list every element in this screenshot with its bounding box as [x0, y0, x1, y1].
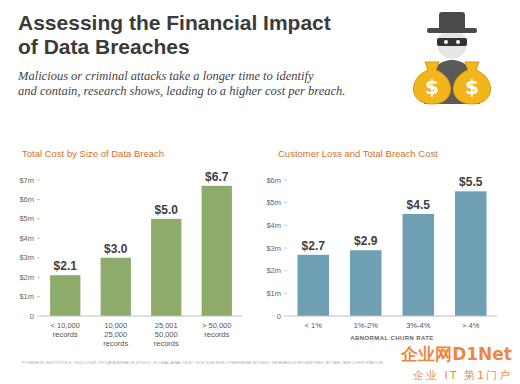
y-tick: [37, 218, 40, 219]
icon-mask: [437, 38, 467, 46]
data-label: $5.0: [155, 203, 179, 217]
y-tick: [284, 202, 287, 203]
bar: [455, 191, 487, 316]
text-line: > 50,000: [202, 321, 231, 330]
icon-dollar: $: [465, 75, 479, 99]
data-label: $2.9: [354, 234, 378, 248]
y-tick-label: $5m: [266, 198, 281, 207]
y-tick: [284, 248, 287, 249]
infographic: Assessing the Financial Impactof Data Br…: [0, 0, 520, 384]
y-tick-label: $7m: [19, 176, 34, 185]
y-tick-label: $4m: [266, 221, 281, 230]
y-tick: [284, 180, 287, 181]
y-tick: [284, 293, 287, 294]
bar: [101, 258, 131, 316]
data-label: $2.7: [302, 239, 326, 253]
y-tick: [37, 257, 40, 258]
bar: [298, 255, 330, 316]
icon-eye: [456, 40, 460, 44]
chart: Customer Loss and Total Breach Cost 0 $1m $…: [266, 148, 497, 341]
y-tick-label: $1m: [19, 292, 34, 301]
text-line: 10,000: [104, 321, 127, 330]
bar: [350, 250, 382, 316]
icon-head: [437, 29, 467, 59]
y-tick-label: $1m: [266, 289, 281, 298]
y-tick-label: $4m: [19, 234, 34, 243]
category-label: 10,00025,000records: [103, 321, 128, 348]
y-tick: [37, 180, 40, 181]
data-label: $5.5: [459, 175, 483, 189]
chart-title: Customer Loss and Total Breach Cost: [278, 148, 438, 159]
bar: [50, 275, 80, 316]
bar: [202, 186, 232, 316]
text-line: 25,001: [155, 321, 178, 330]
background: [0, 0, 520, 384]
burglar-icon: $$: [413, 12, 490, 104]
data-label: $2.1: [54, 259, 78, 273]
chart: Total Cost by Size of Data Breach 0 $1m $2m…: [19, 148, 242, 348]
y-tick: [284, 316, 287, 317]
icon-money-bag: [413, 62, 450, 104]
y-tick-label: 0: [30, 312, 34, 321]
category-label: < 10,000records: [51, 321, 80, 339]
y-tick: [284, 225, 287, 226]
text-line: records: [103, 339, 128, 348]
icon-eye: [444, 40, 448, 44]
bar: [151, 219, 181, 316]
text-line: of Data Breaches: [18, 35, 190, 58]
x-axis: [287, 316, 497, 317]
text-line: 50,000: [155, 330, 178, 339]
text-line: records: [53, 330, 78, 339]
watermark-tagline: 企业 IT 第1门户: [413, 369, 512, 382]
y-tick-label: $2m: [19, 273, 34, 282]
y-tick-label: $2m: [266, 266, 281, 275]
text-line: 25,000: [104, 330, 127, 339]
text-line: and contain, research shows, leading to …: [18, 84, 345, 98]
category-label: 25,00150,000records: [154, 321, 179, 348]
icon-hat-brim: [427, 28, 477, 33]
x-axis-label: ABNORMAL CHURN RATE: [350, 335, 433, 341]
y-tick: [284, 270, 287, 271]
subtitle: Malicious or criminal attacks take a lon…: [17, 69, 345, 98]
y-tick-label: $6m: [19, 195, 34, 204]
bars: [298, 191, 487, 316]
y-tick-label: $6m: [266, 176, 281, 185]
x-axis: [40, 316, 242, 317]
text-line: 3%-4%: [406, 321, 431, 330]
icon-dollar: $: [425, 75, 439, 99]
text-line: < 1%: [305, 321, 323, 330]
y-tick: [37, 277, 40, 278]
watermark-logo: 企业网D1Net: [400, 344, 512, 364]
text-line: 1%-2%: [354, 321, 379, 330]
category-label: > 4%: [462, 321, 480, 330]
icon-money-bag: [453, 62, 490, 104]
y-tick-label: 0: [277, 312, 281, 321]
chart-title: Total Cost by Size of Data Breach: [22, 148, 164, 159]
source-note: PONEMON INSTITUTE'S "2016 COST OF DATA B…: [22, 360, 383, 365]
category-label: 3%-4%: [406, 321, 431, 330]
main-title: Assessing the Financial Impactof Data Br…: [18, 11, 331, 58]
watermark: 企业网D1Net 企业 IT 第1门户: [400, 344, 512, 382]
y-tick: [37, 199, 40, 200]
category-label: 1%-2%: [354, 321, 379, 330]
text-line: Assessing the Financial Impact: [18, 11, 331, 34]
y-tick-label: $3m: [266, 244, 281, 253]
y-tick-label: $3m: [19, 253, 34, 262]
y-tick-label: $5m: [19, 214, 34, 223]
data-label: $6.7: [205, 170, 229, 184]
category-label: < 1%: [305, 321, 323, 330]
text-line: Malicious or criminal attacks take a lon…: [17, 69, 314, 83]
data-label: $3.0: [104, 242, 128, 256]
text-line: records: [204, 330, 229, 339]
data-label: $4.5: [407, 198, 431, 212]
bar: [403, 214, 435, 316]
bars: [50, 186, 232, 316]
y-tick: [37, 296, 40, 297]
text-line: < 10,000: [51, 321, 80, 330]
text-line: > 4%: [462, 321, 480, 330]
text-line: records: [154, 339, 179, 348]
y-tick: [37, 316, 40, 317]
category-label: > 50,000records: [202, 321, 231, 339]
y-tick: [37, 238, 40, 239]
